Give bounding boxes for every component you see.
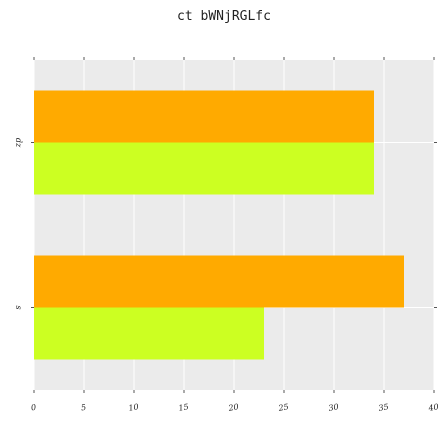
x-tick-label-5: 25 [277,402,290,413]
bar-s-series-0 [34,255,404,308]
bar-dz-series-1 [34,142,374,195]
bar-dz-series-0 [34,90,374,143]
x-tick-label-6: 30 [328,402,340,413]
y-tick-label-1: s [14,305,23,309]
x-tick-label-1: 5 [80,403,87,413]
x-tick-label-7: 35 [378,402,390,413]
axes: dz s 0 5 10 15 20 25 30 35 40 [14,57,439,413]
bar-s-series-1 [34,307,264,360]
y-tick-label-0: dz [14,138,23,148]
x-tick-label-0: 0 [30,403,37,413]
x-tick-label-8: 40 [427,402,440,413]
x-tick-label-3: 15 [178,402,190,413]
chart-title: ct bWNjRGLfc [177,9,271,24]
x-tick-label-4: 20 [227,402,240,413]
x-tick-label-2: 10 [128,402,140,413]
bars [34,90,404,360]
